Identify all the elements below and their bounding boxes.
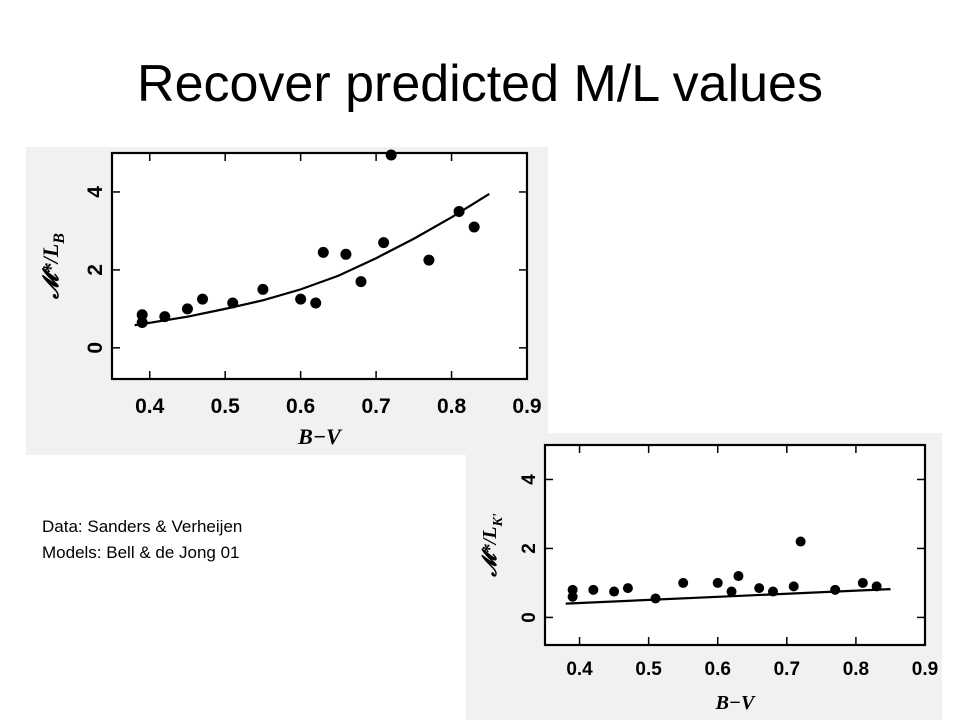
- data-point: [385, 149, 397, 161]
- data-point: [317, 246, 329, 258]
- data-point: [340, 248, 352, 260]
- y-tick-label: 4: [84, 186, 107, 198]
- caption: Data: Sanders & Verheijen Models: Bell &…: [42, 514, 242, 566]
- y-tick-label: 4: [519, 474, 540, 485]
- slide-title: Recover predicted M/L values: [137, 55, 823, 113]
- y-axis-label: 𝓜*/LB: [38, 233, 68, 300]
- x-tick-label: 0.8: [437, 395, 467, 418]
- chart-mass-to-light-k: 0.4 0.5 0.6 0.7 0.8 0.9 0 2 4 B−V 𝓜*/LK': [479, 443, 938, 714]
- y-axis-label-main: 𝓜*/L: [479, 527, 501, 578]
- x-axis-label: B−V: [297, 424, 343, 449]
- y-tick-label: 0: [519, 612, 540, 623]
- data-point: [754, 583, 765, 594]
- chart-panel-mass-to-light-b: 0.4 0.5 0.6 0.7 0.8 0.9 0 2 4 B−V 𝓜*/LB: [26, 147, 548, 455]
- data-point: [197, 293, 209, 305]
- x-tick-label: 0.7: [774, 659, 800, 680]
- x-tick-label: 0.4: [135, 395, 165, 418]
- data-point: [609, 586, 620, 597]
- y-axis-label: 𝓜*/LK': [479, 513, 506, 578]
- data-point: [355, 276, 367, 288]
- x-tick-label: 0.7: [361, 395, 390, 418]
- model-fit-line: [565, 588, 891, 605]
- data-point: [310, 297, 322, 309]
- model-fit-line: [134, 192, 490, 327]
- data-point: [712, 577, 723, 588]
- x-tick-label: 0.8: [843, 659, 869, 680]
- x-axis-label: B−V: [715, 692, 756, 714]
- x-tick-label: 0.6: [705, 659, 731, 680]
- y-tick-label: 2: [519, 543, 540, 554]
- data-point: [830, 584, 841, 595]
- y-axis-label-main: 𝓜*/L: [38, 244, 63, 300]
- plot-frame: [543, 443, 927, 647]
- y-axis-label-subscript: B: [51, 233, 68, 245]
- x-tick-label: 0.5: [211, 395, 241, 418]
- data-point: [378, 237, 390, 249]
- x-tick-label: 0.9: [512, 395, 541, 418]
- data-point: [588, 584, 599, 595]
- data-point: [423, 254, 435, 266]
- data-point: [181, 303, 193, 315]
- data-point: [468, 221, 480, 233]
- data-point: [650, 593, 661, 604]
- x-tick-label: 0.4: [566, 659, 593, 680]
- data-point: [136, 309, 148, 321]
- data-point: [857, 577, 868, 588]
- y-axis-label-subscript: K': [491, 513, 506, 527]
- data-point: [733, 571, 744, 582]
- data-point: [726, 586, 737, 597]
- plot-frame: [110, 151, 529, 381]
- chart-panel-mass-to-light-k: 0.4 0.5 0.6 0.7 0.8 0.9 0 2 4 B−V 𝓜*/LK': [466, 433, 942, 720]
- caption-model-source: Models: Bell & de Jong 01: [42, 543, 240, 562]
- data-point: [257, 283, 269, 295]
- data-point: [622, 583, 633, 594]
- data-point: [295, 293, 307, 305]
- y-tick-label: 0: [84, 342, 107, 354]
- data-point: [678, 577, 689, 588]
- caption-data-source: Data: Sanders & Verheijen: [42, 517, 243, 536]
- data-point: [788, 581, 799, 592]
- data-point: [567, 584, 578, 595]
- data-point: [795, 536, 806, 547]
- x-tick-label: 0.9: [912, 659, 938, 680]
- data-point: [567, 591, 578, 602]
- chart-mass-to-light-b: 0.4 0.5 0.6 0.7 0.8 0.9 0 2 4 B−V 𝓜*/LB: [38, 149, 542, 449]
- x-tick-label: 0.5: [635, 659, 662, 680]
- x-tick-label: 0.6: [286, 395, 315, 418]
- y-tick-label: 2: [84, 264, 107, 276]
